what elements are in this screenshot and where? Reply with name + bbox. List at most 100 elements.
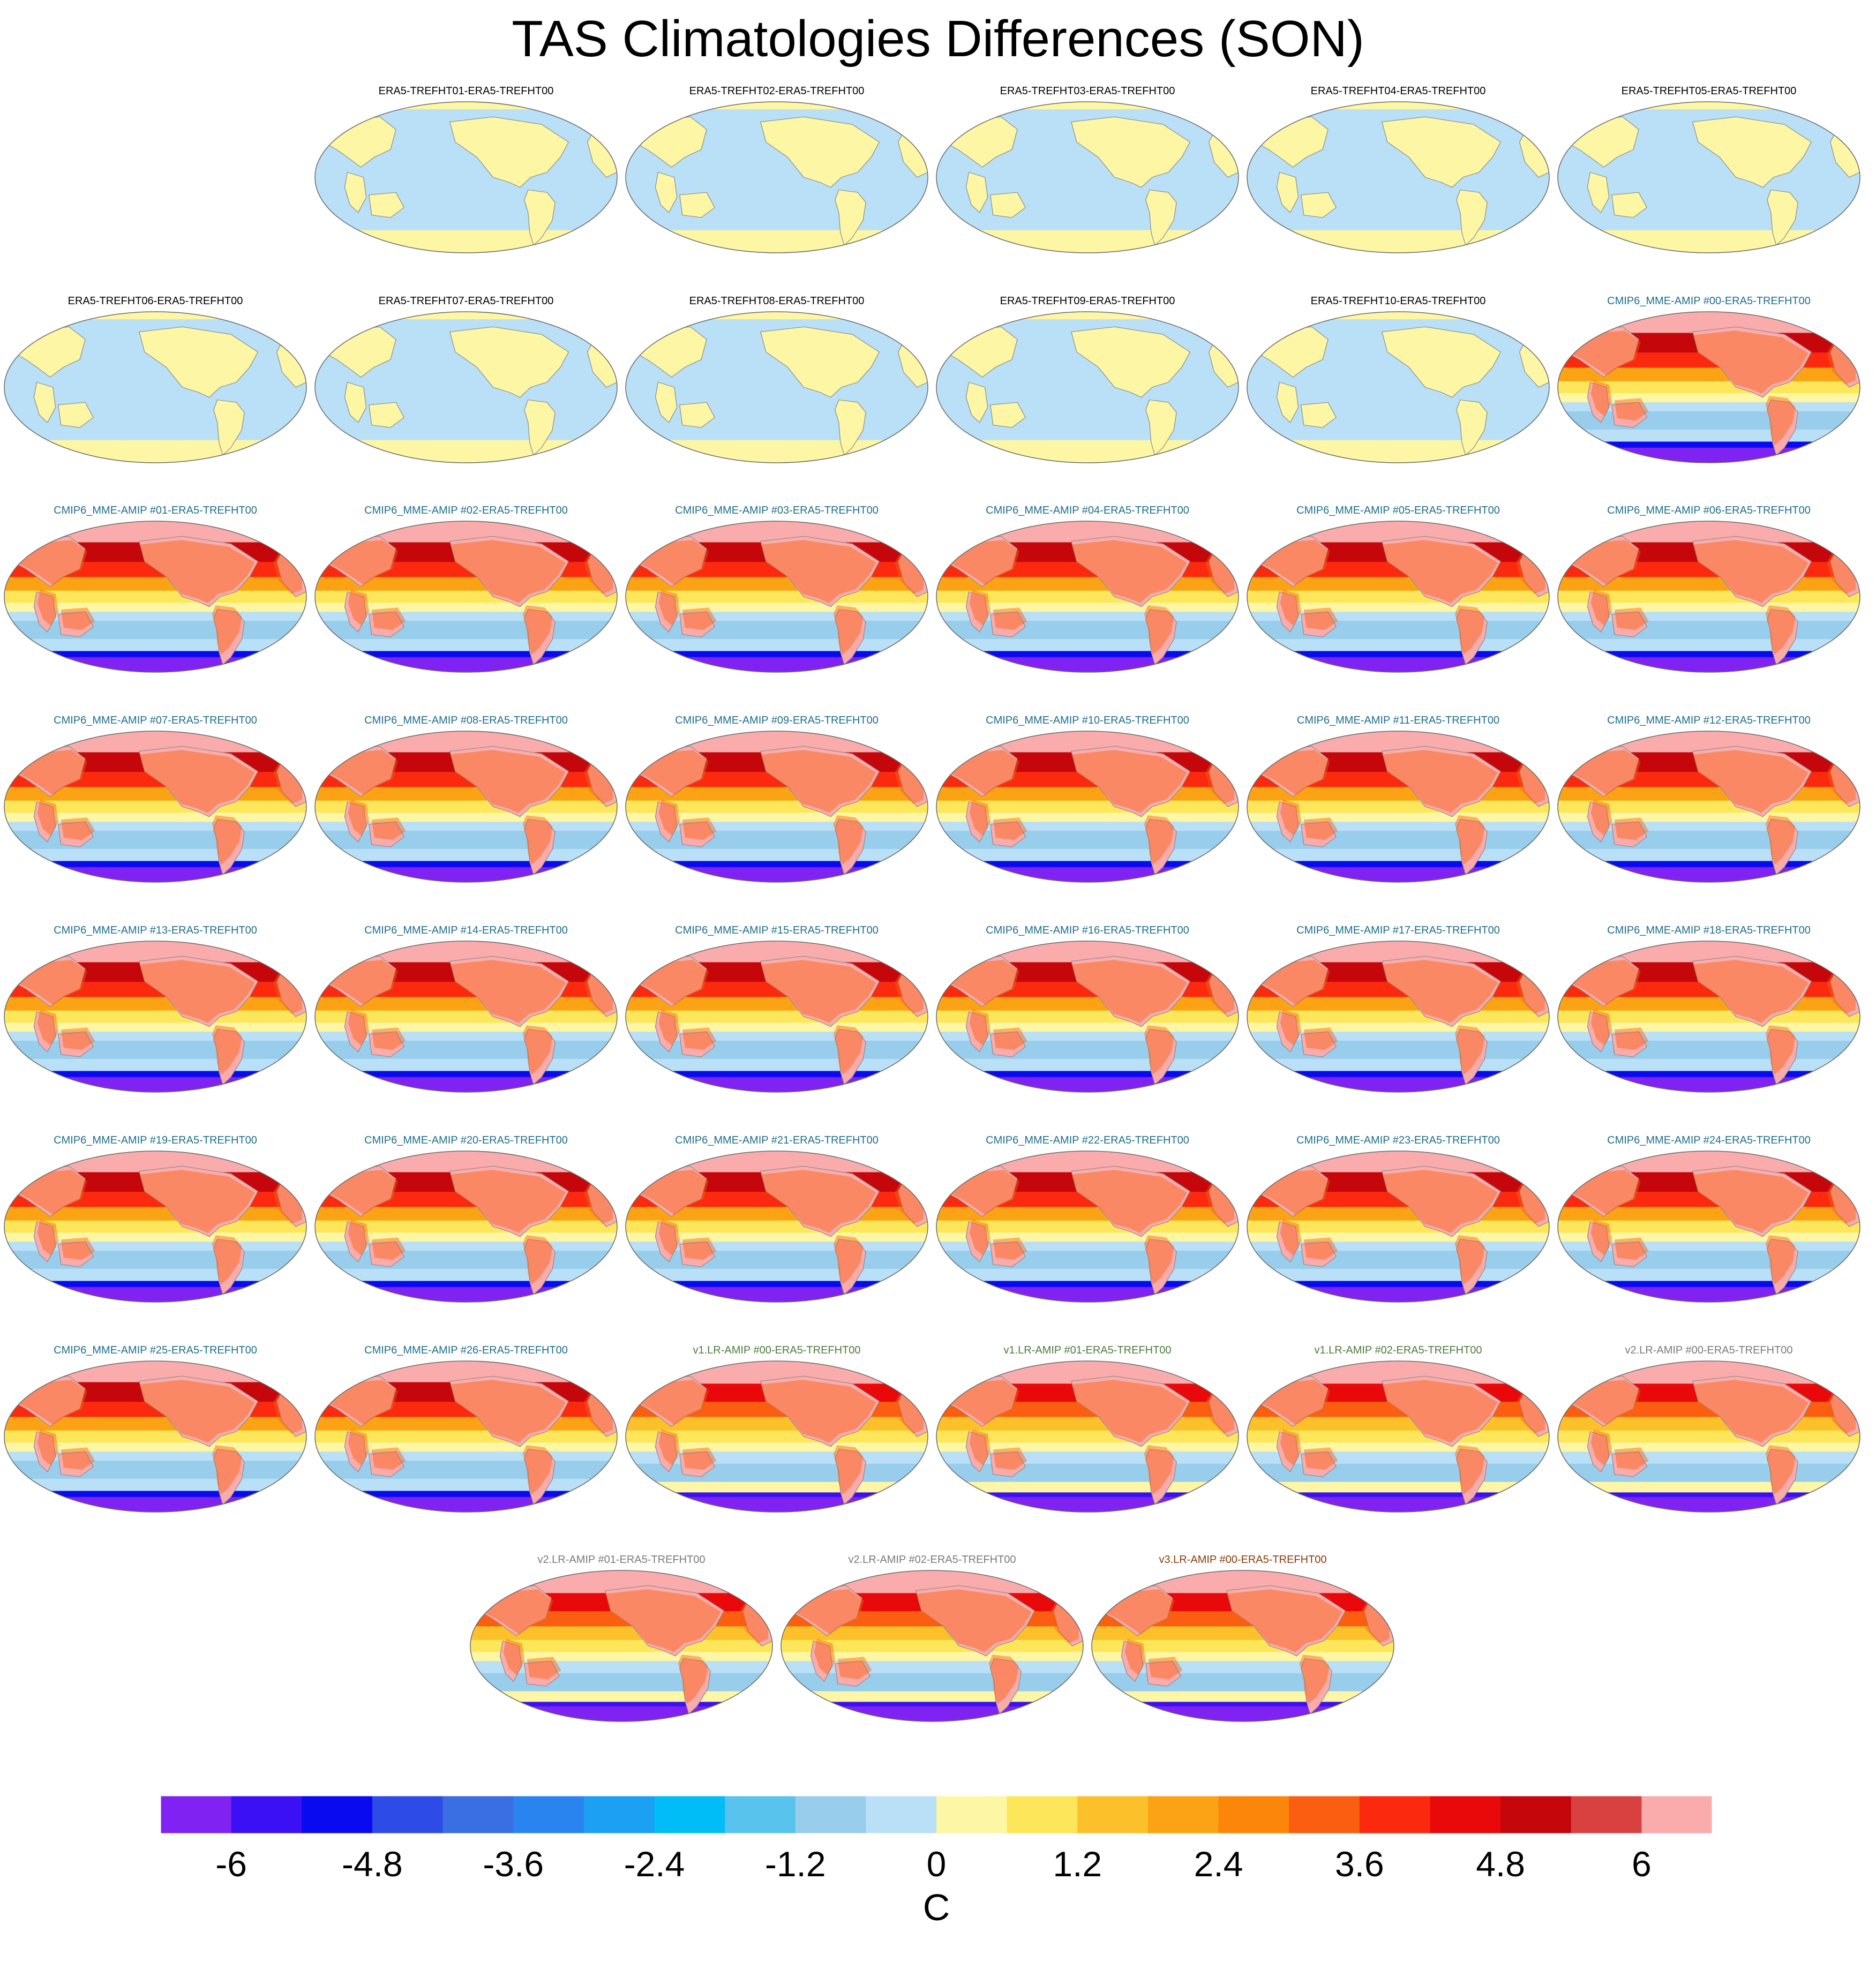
field-band — [626, 102, 928, 110]
field-band — [1558, 381, 1860, 394]
map-border — [4, 311, 307, 463]
field-band — [315, 425, 617, 441]
field-band — [315, 848, 617, 862]
map-field — [626, 102, 928, 253]
field-band — [1558, 102, 1860, 110]
colorbar-swatch — [583, 1796, 655, 1833]
map-border — [1247, 941, 1550, 1093]
field-band — [626, 1497, 928, 1513]
map-panel: CMIP6_MME-AMIP #00-ERA5-TREFHT00 — [1557, 295, 1860, 463]
map-field — [315, 731, 617, 883]
map-border — [936, 101, 1239, 253]
map-field — [315, 102, 617, 253]
field-band — [1558, 657, 1860, 673]
field-band — [315, 215, 617, 231]
field-band — [315, 590, 617, 603]
map-panel: CMIP6_MME-AMIP #26-ERA5-TREFHT00 — [314, 1344, 618, 1513]
field-band — [1247, 867, 1549, 883]
field-band — [626, 1463, 928, 1483]
field-band — [315, 1461, 617, 1479]
field-band — [626, 867, 928, 883]
panel-title: CMIP6_MME-AMIP #20-ERA5-TREFHT00 — [364, 1134, 568, 1146]
colorbar-swatch — [654, 1796, 725, 1833]
field-band — [4, 831, 306, 849]
map-panel: CMIP6_MME-AMIP #06-ERA5-TREFHT00 — [1557, 505, 1860, 673]
field-band — [1558, 1071, 1860, 1078]
colorbar-frame — [160, 1795, 1713, 1834]
field-band — [4, 1071, 306, 1078]
field-band — [1247, 230, 1549, 253]
field-band — [315, 800, 617, 813]
field-band — [315, 1071, 617, 1078]
map-border — [4, 941, 307, 1093]
field-band — [470, 1691, 772, 1702]
map-field — [1558, 1151, 1860, 1303]
field-band — [936, 651, 1239, 658]
field-band — [315, 657, 617, 673]
panel-title: CMIP6_MME-AMIP #03-ERA5-TREFHT00 — [675, 505, 879, 516]
field-band — [781, 1691, 1083, 1702]
field-band — [315, 440, 617, 463]
map-border — [1557, 101, 1860, 253]
colorbar-swatch — [513, 1796, 584, 1833]
colorbar-tick-label: -4.8 — [342, 1844, 403, 1884]
field-band — [936, 848, 1239, 862]
field-band — [470, 1673, 772, 1692]
field-band — [936, 1041, 1239, 1059]
field-band — [315, 1268, 617, 1282]
panel-title: ERA5-TREFHT09-ERA5-TREFHT00 — [1000, 295, 1175, 307]
field-band — [1558, 429, 1860, 442]
field-band — [626, 1287, 928, 1303]
field-band — [936, 312, 1239, 320]
map-field — [1558, 731, 1860, 883]
field-band — [1247, 1287, 1549, 1303]
map-panel: ERA5-TREFHT06-ERA5-TREFHT00 — [4, 295, 307, 463]
field-band — [781, 1706, 1083, 1722]
field-band — [1558, 1251, 1860, 1269]
field-band — [936, 867, 1239, 883]
panel-title: ERA5-TREFHT07-ERA5-TREFHT00 — [379, 295, 554, 307]
map-field — [626, 1151, 928, 1303]
field-band — [315, 1220, 617, 1233]
panel-title: CMIP6_MME-AMIP #13-ERA5-TREFHT00 — [54, 924, 257, 936]
colorbar-swatch — [1430, 1796, 1501, 1833]
field-band — [626, 215, 928, 231]
field-band — [1247, 1463, 1549, 1483]
panel-title: CMIP6_MME-AMIP #08-ERA5-TREFHT00 — [364, 715, 568, 726]
field-band — [315, 621, 617, 640]
map-border — [314, 521, 618, 673]
field-band — [4, 1251, 306, 1269]
field-band — [626, 230, 928, 253]
map-field — [936, 521, 1239, 673]
field-band — [936, 102, 1239, 110]
map-panel: CMIP6_MME-AMIP #21-ERA5-TREFHT00 — [625, 1134, 928, 1303]
field-band — [1558, 651, 1860, 658]
field-band — [4, 1041, 306, 1059]
field-band — [936, 657, 1239, 673]
field-band — [1247, 1041, 1549, 1059]
field-band — [936, 621, 1239, 640]
map-border — [936, 1360, 1239, 1513]
map-panel: CMIP6_MME-AMIP #22-ERA5-TREFHT00 — [936, 1134, 1239, 1303]
field-band — [936, 590, 1239, 603]
map-panel: ERA5-TREFHT03-ERA5-TREFHT00 — [936, 85, 1239, 253]
map-border — [1557, 731, 1860, 883]
field-band — [781, 1673, 1083, 1692]
field-band — [1247, 800, 1549, 813]
colorbar-swatch — [442, 1796, 514, 1833]
field-band — [315, 1058, 617, 1072]
field-band — [1247, 312, 1549, 320]
field-band — [4, 800, 306, 813]
field-band — [315, 230, 617, 253]
field-band — [626, 1482, 928, 1493]
field-band — [936, 1077, 1239, 1093]
field-band — [1247, 657, 1549, 673]
panel-title: CMIP6_MME-AMIP #00-ERA5-TREFHT00 — [1607, 295, 1811, 307]
field-band — [936, 800, 1239, 813]
map-border — [1557, 941, 1860, 1093]
field-band — [1092, 1673, 1394, 1692]
colorbar-swatch — [725, 1796, 796, 1833]
map-field — [626, 1361, 928, 1513]
field-band — [315, 651, 617, 658]
panel-title: CMIP6_MME-AMIP #24-ERA5-TREFHT00 — [1607, 1134, 1811, 1146]
